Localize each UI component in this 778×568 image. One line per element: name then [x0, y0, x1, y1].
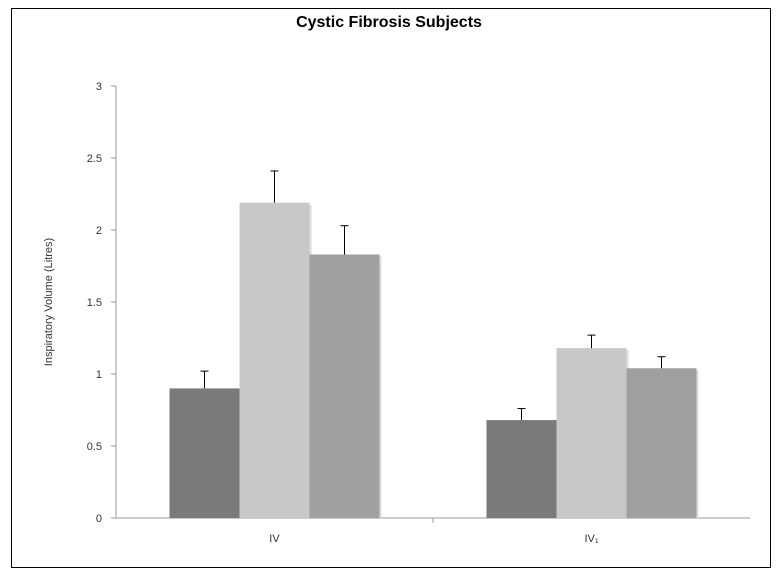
y-tick-label: 1.5: [87, 297, 102, 309]
x-tick-label: IV: [269, 533, 280, 545]
bar: [309, 254, 380, 519]
bar: [486, 420, 557, 518]
bar: [239, 202, 310, 518]
y-tick-label: 1: [96, 369, 102, 381]
chart-title: Cystic Fibrosis Subjects: [296, 14, 482, 31]
bars: [169, 202, 699, 519]
y-tick-label: 0.5: [87, 441, 102, 453]
y-tick-label: 3: [96, 81, 102, 93]
x-tick-label: IV₁: [584, 533, 598, 545]
y-tick-label: 2.5: [87, 153, 102, 165]
y-tick-label: 0: [96, 513, 102, 525]
x-ticks: IV IV₁: [269, 518, 599, 545]
chart-svg: 0 0.5 1 1.5 2 2.5 3 IV IV₁ Inspiratory Volume (…: [43, 81, 750, 545]
y-tick-label: 2: [96, 225, 102, 237]
bar: [626, 368, 697, 518]
y-axis-title: Inspiratory Volume (Litres): [43, 238, 55, 366]
y-ticks: 0 0.5 1 1.5 2 2.5 3: [87, 81, 116, 525]
bar: [556, 348, 627, 518]
error-bars: [200, 170, 666, 421]
bar: [169, 388, 240, 518]
